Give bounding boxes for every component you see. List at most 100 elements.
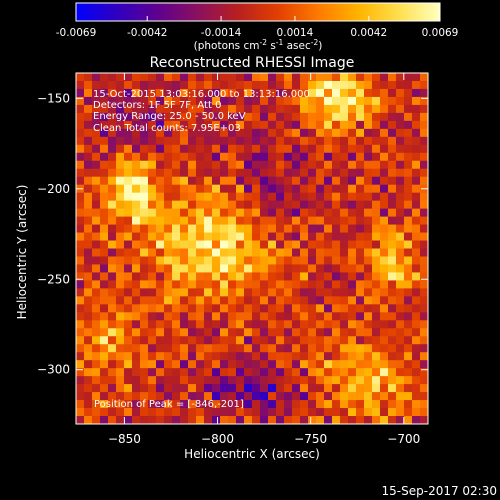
heatmap-cell [172,160,181,170]
heatmap-cell [172,248,181,258]
heatmap-cell [276,296,285,305]
heatmap-cell [140,192,149,202]
heatmap-cell [244,296,253,305]
heatmap-cell [212,272,221,282]
heatmap-cell [204,408,213,417]
heatmap-cell [148,88,157,98]
heatmap-cell [92,176,101,186]
heatmap-cell [252,328,261,337]
heatmap-cell [380,344,389,353]
heatmap-cell [308,368,317,377]
heatmap-cell [324,248,333,258]
heatmap-cell [124,320,133,329]
heatmap-cell [84,312,93,321]
heatmap-cell [260,320,269,329]
heatmap-cell [212,392,221,401]
heatmap-cell [196,112,205,122]
heatmap-cell [332,352,341,361]
heatmap-cell [292,208,301,218]
heatmap-cell [348,184,357,194]
heatmap-cell [420,96,428,106]
heatmap-cell [316,368,325,377]
heatmap-cell [324,368,333,377]
heatmap-cell [148,344,157,353]
heatmap-cell [412,176,421,186]
heatmap-cell [84,320,93,329]
heatmap-cell [164,392,173,401]
heatmap-cell [292,248,301,258]
heatmap-cell [180,176,189,186]
heatmap-cell [164,136,173,146]
heatmap-cell [228,152,237,162]
heatmap-cell [172,144,181,154]
heatmap-cell [76,224,85,234]
heatmap-cell [380,128,389,138]
heatmap-cell [380,80,389,90]
heatmap-cell [292,312,301,321]
heatmap-cell [76,368,85,377]
heatmap-cell [204,384,213,393]
heatmap-cell [196,352,205,361]
heatmap-cell [108,312,117,321]
heatmap-cell [260,112,269,122]
heatmap-cell [300,128,309,138]
heatmap-cell [372,73,381,82]
heatmap-cell [220,120,229,130]
heatmap-cell [204,336,213,345]
heatmap-cell [236,408,245,417]
heatmap-cell [300,216,309,226]
heatmap-cell [340,120,349,130]
heatmap-cell [356,312,365,321]
heatmap-cell [268,80,277,90]
heatmap-cell [356,416,365,424]
heatmap-cell [308,120,317,130]
heatmap-cell [204,400,213,409]
heatmap-cell [132,144,141,154]
heatmap-cell [180,336,189,345]
heatmap-cell [140,73,149,82]
heatmap-cell [396,304,405,313]
heatmap-cell [180,288,189,297]
heatmap-cell [228,304,237,313]
heatmap-cell [236,400,245,409]
heatmap-cell [372,128,381,138]
heatmap-cell [124,192,133,202]
heatmap-cell [92,352,101,361]
heatmap-cell [396,224,405,234]
heatmap-cell [308,88,317,98]
y-tick-label: −200 [37,182,70,196]
heatmap-cell [396,280,405,289]
heatmap-cell [84,392,93,401]
heatmap-cell [164,224,173,234]
heatmap-cell [148,160,157,170]
heatmap-cell [404,344,413,353]
heatmap-cell [420,392,428,401]
heatmap-cell [196,184,205,194]
heatmap-cell [148,320,157,329]
heatmap-cell [284,280,293,289]
heatmap-cell [356,344,365,353]
heatmap-cell [348,160,357,170]
heatmap-cell [348,112,357,122]
heatmap-cell [156,248,165,258]
heatmap-cell [420,240,428,250]
heatmap-cell [100,80,109,90]
heatmap-cell [204,368,213,377]
heatmap-cell [276,328,285,337]
heatmap-cell [204,288,213,297]
heatmap-cell [196,160,205,170]
heatmap-cell [220,280,229,289]
heatmap-cell [156,344,165,353]
heatmap-cell [124,352,133,361]
heatmap-cell [300,312,309,321]
heatmap-cell [316,352,325,361]
heatmap-cell [212,216,221,226]
heatmap-cell [284,248,293,258]
heatmap-cell [228,392,237,401]
heatmap-cell [204,416,213,424]
heatmap-cell [260,192,269,202]
heatmap-cell [84,128,93,138]
heatmap-cell [84,200,93,210]
heatmap-cell [276,192,285,202]
heatmap-cell [388,144,397,154]
